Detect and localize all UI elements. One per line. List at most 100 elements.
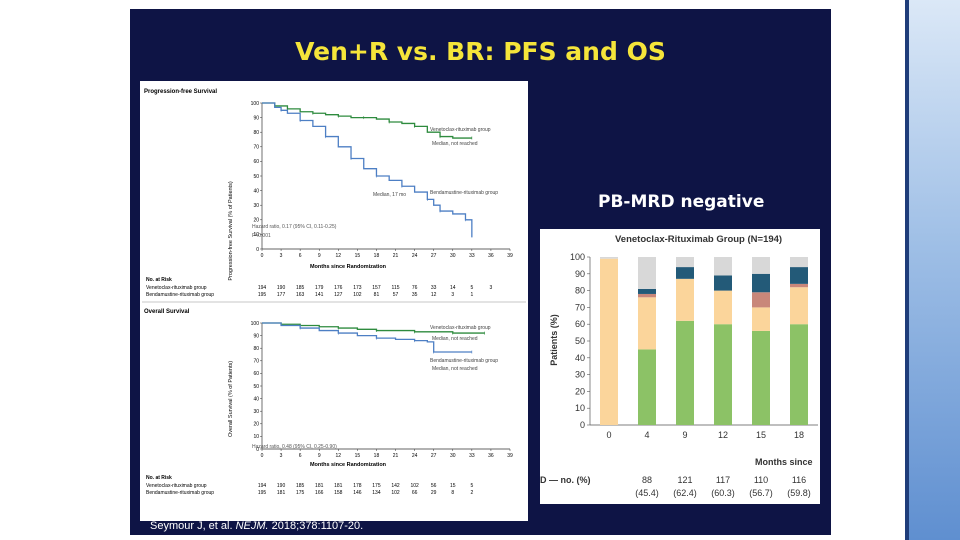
os-xtick-label: 36	[488, 453, 494, 459]
pfs-risk-value: 190	[277, 285, 286, 291]
os-ytick-label: 0	[256, 447, 259, 453]
pfs-ytick-label: 90	[253, 115, 259, 121]
pfs-risk-value: 3	[490, 285, 493, 291]
pfs-risk-value: 14	[450, 285, 456, 291]
mrd-row-count: 88	[642, 475, 652, 485]
pfs-xtick-label: 3	[280, 253, 283, 259]
os-ylabel: Overall Survival (% of Patients)	[228, 361, 234, 437]
pfs-series-bendamustine	[262, 102, 473, 238]
pfs-xtick-label: 24	[412, 253, 418, 259]
os-risk-group-ven: Venetoclax-rituximab group	[146, 483, 207, 489]
os-ytick-label: 10	[253, 434, 259, 440]
os-risk-value: 181	[315, 483, 324, 489]
os-ytick-label: 90	[253, 333, 259, 339]
os-xtick-label: 39	[507, 453, 513, 459]
pfs-risk-value: 1	[470, 292, 473, 298]
os-xtick-label: 15	[355, 453, 361, 459]
pfs-risk-value: 33	[431, 285, 437, 291]
os-xtick-label: 30	[450, 453, 456, 459]
citation-journal: NEJM.	[235, 520, 269, 532]
mrd-ytick-label: 60	[575, 319, 585, 329]
mrd-bar-segment-grey	[676, 257, 694, 268]
mrd-row-count: 110	[754, 475, 768, 485]
os-risk-value: 56	[431, 483, 437, 489]
mrd-figure-panel: Venetoclax-Rituximab Group (N=194) Patie…	[540, 229, 820, 504]
mrd-row-label: D — no. (%)	[540, 475, 591, 485]
pfs-ytick-label: 0	[256, 247, 259, 253]
os-risk-value: 134	[372, 490, 381, 496]
pfs-risk-group-ven: Venetoclax-rituximab group	[146, 285, 207, 291]
pfs-xtick-label: 30	[450, 253, 456, 259]
os-hazard-ratio: Hazard ratio, 0.48 (95% CI, 0.25-0.90)	[252, 444, 337, 450]
os-ytick-label: 70	[253, 359, 259, 365]
pfs-risk-value: 5	[470, 285, 473, 291]
os-risk-value: 175	[372, 483, 381, 489]
os-risk-value: 5	[470, 483, 473, 489]
pfs-xtick-label: 36	[488, 253, 494, 259]
mrd-bar-segment-green	[752, 330, 770, 425]
mrd-row-percent: (45.4)	[635, 488, 659, 498]
pfs-xtick-label: 12	[336, 253, 342, 259]
os-risk-value: 158	[334, 490, 343, 496]
mrd-xtick-label: 12	[718, 430, 728, 440]
mrd-row-count: 121	[677, 475, 692, 485]
pfs-ytick-label: 100	[251, 101, 260, 107]
slide-title: Ven+R vs. BR: PFS and OS	[295, 37, 666, 66]
mrd-xtick-label: 18	[794, 430, 804, 440]
os-risk-value: 190	[277, 483, 286, 489]
os-risk-header: No. at Risk	[146, 475, 172, 481]
pfs-ytick-label: 20	[253, 218, 259, 224]
pfs-ytick-label: 40	[253, 188, 259, 194]
slide: Ven+R vs. BR: PFS and OS Progression-fre…	[130, 9, 831, 535]
mrd-ylabel: Patients (%)	[549, 314, 559, 366]
pfs-ytick-label: 60	[253, 159, 259, 165]
os-ytick-label: 100	[251, 321, 260, 327]
km-figure-panel: Progression-free Survival Progression-fr…	[140, 81, 528, 521]
mrd-xtick-label: 0	[606, 430, 611, 440]
os-risk-value: 15	[450, 483, 456, 489]
pfs-ytick-label: 80	[253, 130, 259, 136]
pfs-xtick-label: 6	[299, 253, 302, 259]
pfs-chart: Progression-free Survival Progression-fr…	[144, 89, 513, 298]
mrd-row-percent: (56.7)	[749, 488, 773, 498]
mrd-bar-segment-peach	[676, 278, 694, 321]
pfs-risk-value: 115	[392, 285, 400, 291]
os-ytick-label: 30	[253, 409, 259, 415]
mrd-bar-segment-navy	[752, 273, 770, 293]
pfs-risk-value: 35	[412, 292, 418, 298]
pfs-risk-value: 194	[258, 285, 267, 291]
pfs-xtick-label: 33	[469, 253, 475, 259]
mrd-ytick-label: 80	[575, 286, 585, 296]
mrd-figure: Venetoclax-Rituximab Group (N=194) Patie…	[540, 234, 818, 498]
mrd-bar-segment-grey	[714, 257, 732, 276]
mrd-xtick-label: 9	[682, 430, 687, 440]
mrd-ytick-label: 40	[575, 353, 585, 363]
os-ytick-label: 40	[253, 396, 259, 402]
pfs-risk-value: 177	[277, 292, 286, 298]
mrd-bar-segment-grey	[752, 257, 770, 274]
os-risk-value: 185	[296, 483, 305, 489]
os-ytick-label: 60	[253, 371, 259, 377]
mrd-ytick-label: 100	[570, 252, 585, 262]
os-risk-value: 8	[451, 490, 454, 496]
os-xtick-label: 9	[318, 453, 321, 459]
os-risk-value: 181	[334, 483, 343, 489]
os-ven-median: Median, not reached	[432, 336, 478, 342]
os-risk-value: 181	[277, 490, 286, 496]
os-xtick-label: 27	[431, 453, 437, 459]
mrd-bar-segment-peach	[638, 297, 656, 350]
pfs-xtick-label: 21	[393, 253, 399, 259]
mrd-bar-segment-peach	[790, 287, 808, 325]
pfs-ytick-label: 70	[253, 145, 259, 151]
os-ytick-label: 80	[253, 346, 259, 352]
pfs-risk-value: 163	[296, 292, 305, 298]
pfs-risk-value: 141	[315, 292, 324, 298]
mrd-bar-segment-rose	[752, 292, 770, 308]
mrd-ytick-label: 50	[575, 336, 585, 346]
km-figure: Progression-free Survival Progression-fr…	[142, 89, 526, 496]
mrd-bar-segment-peach	[600, 258, 618, 425]
pfs-ylabel: Progression-free Survival (% of Patients…	[228, 181, 234, 281]
mrd-heading: PB-MRD negative	[598, 192, 765, 212]
pfs-risk-value: 157	[372, 285, 381, 291]
mrd-xtick-label: 4	[644, 430, 649, 440]
